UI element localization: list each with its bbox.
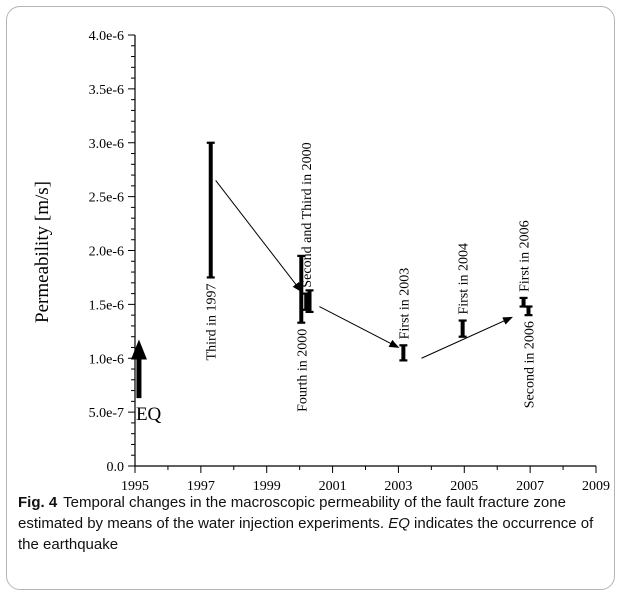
y-tick-label: 2.5e-6	[89, 191, 124, 206]
range-label: Fourth in 2000	[295, 329, 310, 412]
range-label: First in 2004	[457, 243, 472, 315]
y-tick-label: 2.0e-6	[89, 245, 124, 260]
permeability-chart: 1995 1997 1999 2001 2003 2005 2007 2009 0.0 5.0e-…	[32, 29, 610, 490]
y-tick-label: 4.0e-6	[89, 29, 124, 44]
range-label: First in 2003	[397, 268, 412, 340]
trend-arrow	[215, 180, 302, 293]
x-tick-label: 1995	[121, 479, 149, 490]
range-label: First in 2006	[518, 220, 533, 292]
caption-text-end: indicates the occurrence of the earthqua…	[18, 515, 594, 553]
trend-arrow	[421, 316, 513, 359]
y-tick-label: 1.0e-6	[89, 352, 124, 367]
y-tick-label: 3.5e-6	[89, 83, 124, 98]
caption-emphasis: EQ	[388, 515, 410, 532]
x-tick-label: 2003	[384, 479, 412, 490]
caption-text: Temporal changes in the macroscopic perm…	[18, 494, 566, 532]
range-label: Second in 2006	[522, 321, 537, 408]
y-tick-label: 5.0e-7	[89, 406, 124, 421]
earthquake-label: EQ	[136, 404, 162, 425]
y-tick-label: 0.0	[107, 460, 125, 475]
earthquake-arrowhead	[130, 339, 147, 360]
y-tick-label: 1.5e-6	[89, 298, 124, 313]
range-label: Second and Third in 2000	[300, 142, 315, 287]
x-tick-label: 2005	[450, 479, 478, 490]
y-axis-label: Permeability [m/s]	[32, 181, 53, 323]
figure-caption: Fig. 4 Temporal changes in the macroscopi…	[18, 492, 608, 555]
range-label: Third in 1997	[205, 283, 220, 360]
y-tick-label: 3.0e-6	[89, 137, 124, 152]
x-tick-label: 1997	[187, 479, 215, 490]
chart-axes: 1995 1997 1999 2001 2003 2005 2007 2009 0.0 5.0e-…	[89, 29, 610, 490]
trend-arrow	[319, 306, 400, 348]
figure-number: Fig. 4	[18, 494, 58, 511]
x-tick-label: 2001	[319, 479, 347, 490]
figure-frame	[6, 6, 615, 590]
chart-marks: Third in 1997 Fourth in 2000 Second and Th…	[130, 141, 537, 425]
x-tick-label: 1999	[253, 479, 281, 490]
x-tick-label: 2007	[516, 479, 544, 490]
x-tick-label: 2009	[582, 479, 610, 490]
